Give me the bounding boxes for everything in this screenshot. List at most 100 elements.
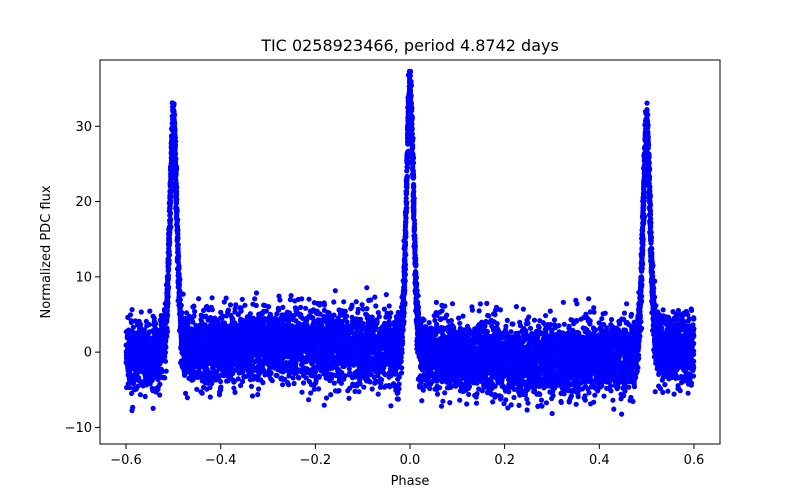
data-point [513,304,520,310]
data-point [128,319,134,326]
data-point [218,309,224,315]
data-point [306,296,312,302]
data-point [344,313,350,319]
data-point [476,308,482,314]
data-point [369,386,375,392]
data-point [604,385,610,391]
data-point [469,304,475,310]
data-point [504,317,510,323]
data-point [449,301,456,307]
data-point [433,299,439,305]
data-point [431,313,437,319]
data-point [341,299,347,305]
data-point [232,389,238,395]
data-point [531,317,538,323]
data-point [256,386,262,392]
data-point [255,391,261,398]
data-point [437,316,444,323]
data-point [631,384,638,390]
data-point [550,393,556,399]
data-point [543,313,549,319]
data-point [199,390,205,396]
data-point [560,299,567,305]
data-point [183,390,189,396]
data-point [231,379,237,385]
data-point [527,325,534,331]
data-point [434,391,441,397]
data-point [558,399,564,405]
data-points [123,68,697,417]
data-point [506,389,512,395]
data-point [227,302,234,308]
data-point [547,308,553,314]
data-point [549,410,555,417]
data-point [438,403,445,409]
data-point [375,310,381,316]
data-point [273,372,279,378]
data-point [249,393,256,399]
data-point [484,300,490,306]
data-point [485,312,491,319]
data-point [601,393,607,399]
data-point [685,390,691,396]
data-point [364,306,370,312]
data-point [575,394,581,400]
data-point [349,304,355,310]
data-point [662,382,668,388]
data-point [288,293,294,299]
data-point [207,394,213,400]
data-point [129,307,135,313]
data-point [689,307,695,313]
data-point [446,318,452,324]
data-point [346,395,352,401]
data-point [190,304,196,310]
data-point [466,391,472,397]
data-point [372,294,378,300]
data-point [247,377,253,383]
data-point [652,389,658,395]
data-point [253,290,260,296]
data-point [299,389,305,395]
data-point [129,390,135,396]
data-point [291,380,297,387]
data-point [303,305,309,311]
data-point [138,309,144,315]
data-point [591,309,597,315]
data-point [508,329,514,335]
data-point [456,315,462,321]
data-point [611,406,617,412]
data-point [233,302,239,308]
data-point [301,380,307,386]
data-point [660,389,666,395]
data-point [387,314,393,320]
data-point [364,285,370,291]
data-point [235,376,241,382]
data-point [157,392,163,398]
data-point [591,305,597,311]
data-point [360,306,366,312]
data-point [586,296,592,302]
data-point [261,302,267,308]
data-point [561,321,567,327]
data-point [248,383,255,389]
data-point [345,388,351,394]
data-point [610,397,616,403]
data-point [366,297,372,303]
data-point [253,302,259,309]
data-point [331,312,337,318]
data-point [252,296,258,302]
data-point [323,395,330,401]
data-point [551,317,558,323]
data-point [231,385,237,391]
data-point [328,392,334,398]
data-point [524,407,530,413]
data-point [238,382,244,389]
data-point [477,301,483,307]
data-point [439,308,445,314]
chart-title: TIC 0258923466, period 4.8742 days [260,36,559,55]
data-point [460,313,466,319]
data-point [280,304,286,310]
data-point [660,307,666,313]
